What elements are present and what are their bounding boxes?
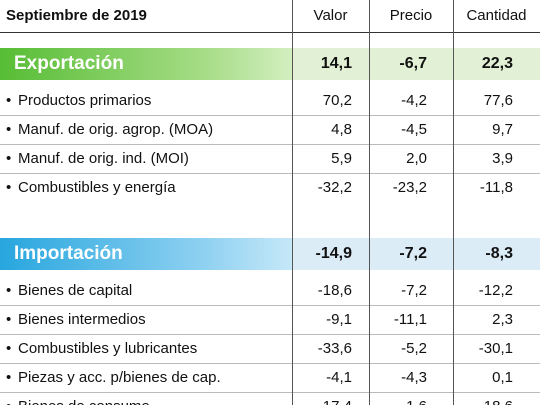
row-label: Bienes de capital: [0, 276, 132, 305]
section-totals-bg: [292, 48, 540, 80]
row-rule: [0, 115, 540, 116]
row-value: 2,0: [406, 150, 427, 167]
row-value: -4,3: [401, 369, 427, 386]
row-value: -30,1: [478, 340, 513, 357]
row-value: 3,9: [492, 150, 513, 167]
column-header: Precio: [389, 7, 433, 24]
row-value: -4,1: [326, 369, 352, 386]
row-value: -32,2: [317, 179, 352, 196]
section-total: -6,7: [399, 55, 427, 72]
row-label: Manuf. de orig. agrop. (MOA): [0, 115, 213, 144]
row-value: 9,7: [492, 121, 513, 138]
row-value: 0,1: [492, 369, 513, 386]
row-value: -12,2: [478, 282, 513, 299]
row-value: -4,5: [401, 121, 427, 138]
section-total: -7,2: [399, 245, 427, 262]
row-rule: [0, 334, 540, 335]
section-title: Exportación: [14, 53, 124, 74]
row-value: -9,1: [326, 311, 352, 328]
section-title: Importación: [14, 243, 123, 264]
row-value: 4,8: [331, 121, 352, 138]
column-rule: [453, 0, 454, 405]
row-label: Combustibles y energía: [0, 173, 176, 202]
row-value: -4,2: [401, 92, 427, 109]
row-value: -18,6: [317, 282, 352, 299]
section-banner: [0, 48, 292, 80]
row-value: 5,9: [331, 150, 352, 167]
column-header: Cantidad: [466, 7, 527, 24]
row-value: -7,2: [401, 282, 427, 299]
column-rule: [369, 0, 370, 405]
header-title: Septiembre de 2019: [6, 7, 147, 24]
header-rule: [0, 32, 540, 33]
row-value: -23,2: [392, 179, 427, 196]
row-label: Manuf. de orig. ind. (MOI): [0, 144, 189, 173]
section-total: 22,3: [481, 55, 513, 72]
section-total: -14,9: [315, 245, 352, 262]
row-value: -17,4: [292, 392, 352, 405]
row-label: Combustibles y lubricantes: [0, 334, 197, 363]
row-value: -18,6: [453, 392, 513, 405]
row-label: Bienes intermedios: [0, 305, 146, 334]
row-rule: [0, 144, 540, 145]
row-value: 1,6: [369, 392, 427, 405]
row-value: -5,2: [401, 340, 427, 357]
row-value: 2,3: [492, 311, 513, 328]
row-label: Productos primarios: [0, 86, 151, 115]
row-value: -11,1: [393, 311, 427, 328]
row-rule: [0, 305, 540, 306]
section-total: 14,1: [320, 55, 352, 72]
row-value: 70,2: [322, 92, 352, 109]
row-label: Piezas y acc. p/bienes de cap.: [0, 363, 221, 392]
row-rule: [0, 363, 540, 364]
row-value: -11,8: [479, 179, 513, 196]
row-label: Bienes de consumo: [0, 392, 150, 405]
column-rule: [292, 0, 293, 405]
section-banner: [0, 238, 292, 270]
row-rule: [0, 392, 540, 393]
row-value: -33,6: [317, 340, 352, 357]
section-totals-bg: [292, 238, 540, 270]
column-header: Valor: [313, 7, 348, 24]
row-value: 77,6: [483, 92, 513, 109]
section-total: -8,3: [485, 245, 513, 262]
row-rule: [0, 173, 540, 174]
